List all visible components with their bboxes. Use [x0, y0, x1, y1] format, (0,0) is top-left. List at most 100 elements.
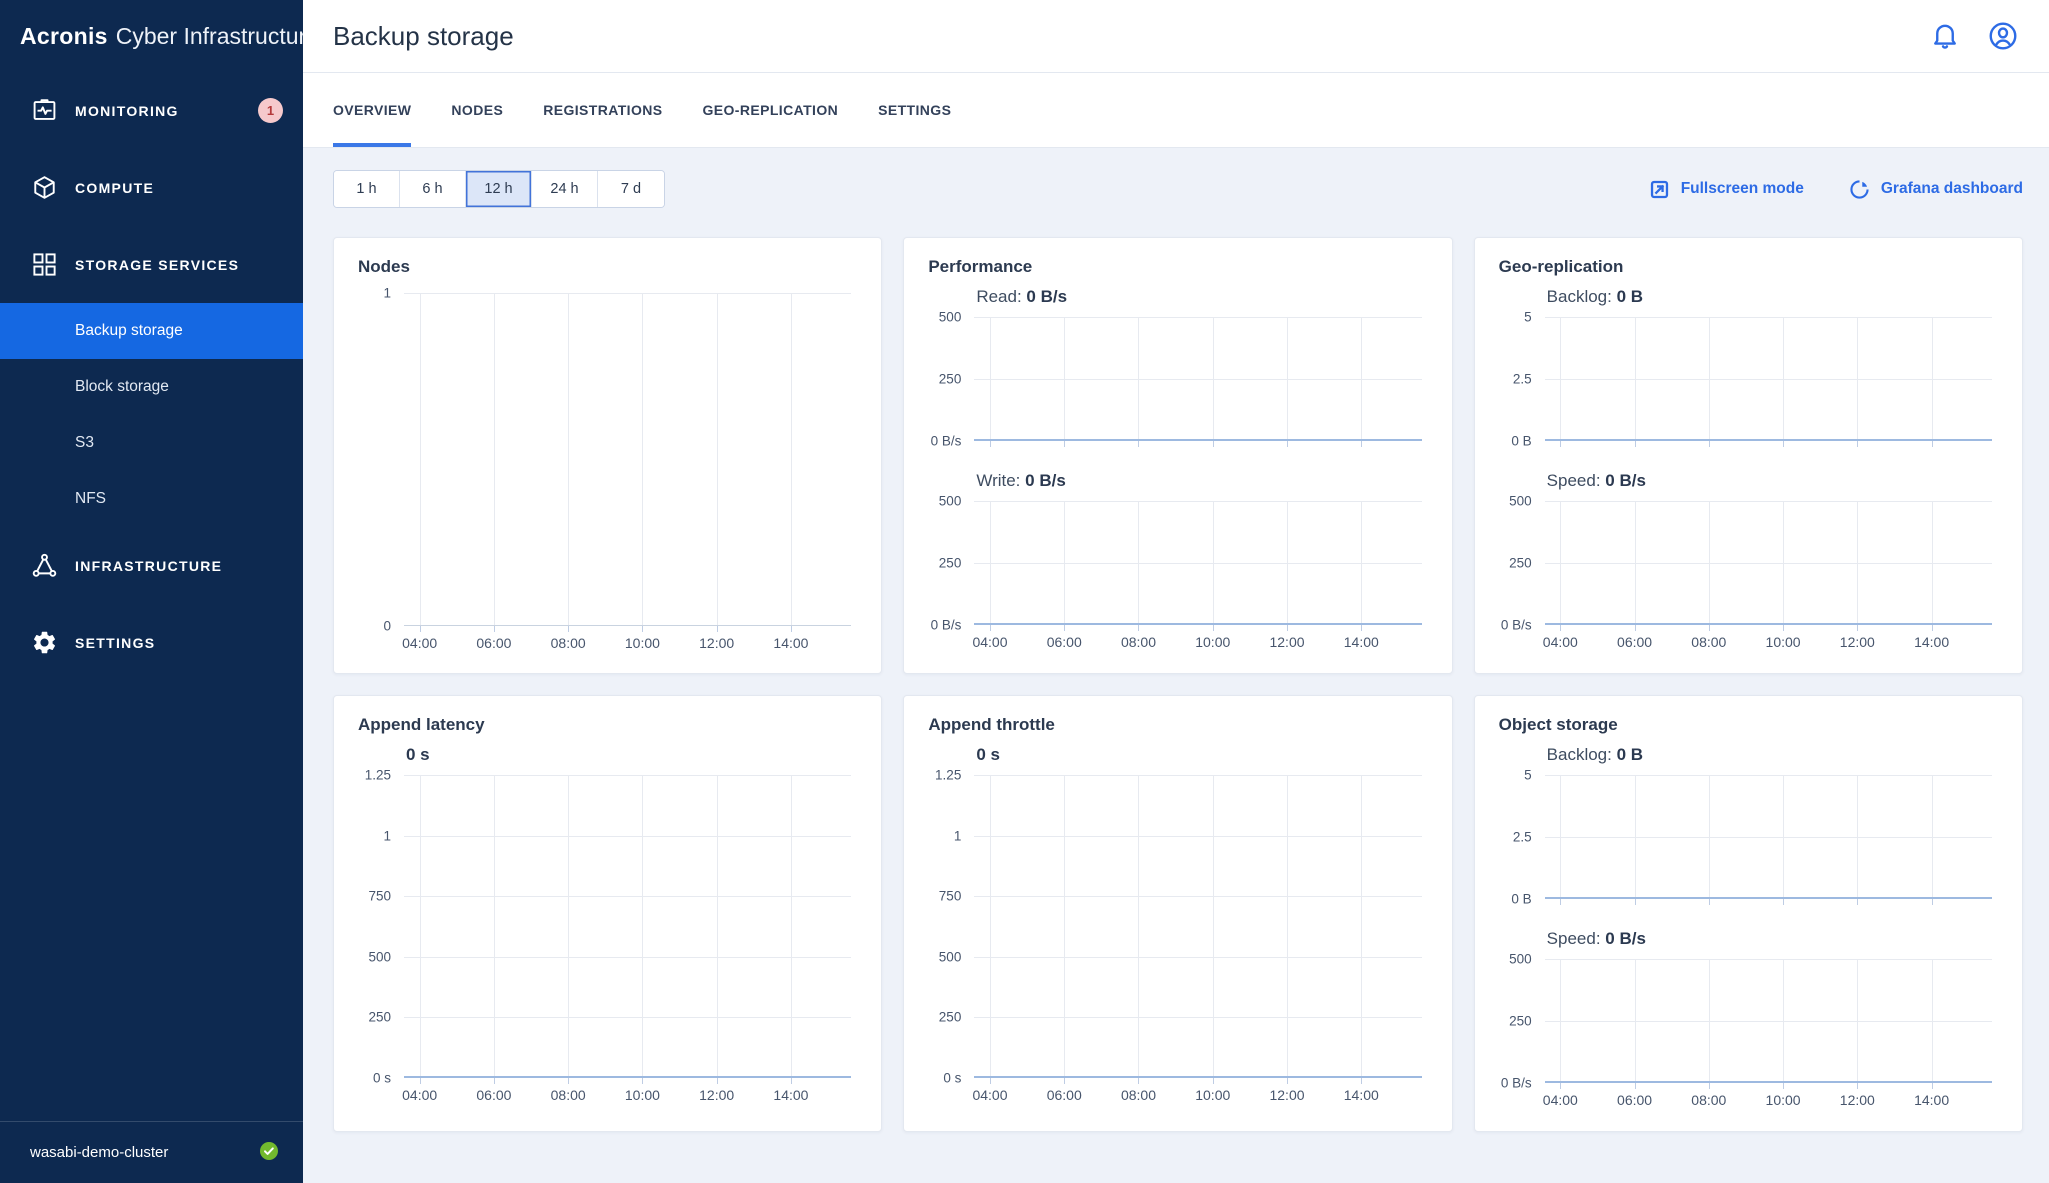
chart-header: 0 s: [406, 745, 851, 765]
sidebar-item-label: MONITORING: [75, 102, 179, 119]
chart-header: Backlog: 0 B: [1547, 287, 1992, 307]
axis-tick: [1857, 441, 1859, 447]
chart-header-label: Speed:: [1546, 929, 1606, 948]
axis-tick: [493, 626, 495, 632]
sidebar-item-backup-storage[interactable]: Backup storage: [0, 303, 303, 359]
chart-plot: 500 250 0 B/s: [931, 310, 1422, 449]
axis-tick: [419, 1078, 421, 1084]
x-axis-label: 14:00: [1343, 1087, 1379, 1103]
chart-header-value: 0 B/s: [1025, 471, 1066, 490]
card-object-storage: Object storage Backlog: 0 B 5 2.5 0 B Speed: …: [1473, 695, 2023, 1132]
cluster-footer[interactable]: wasabi-demo-cluster: [0, 1121, 303, 1183]
time-range-1-h[interactable]: 1 h: [334, 171, 400, 207]
chart-plot: 1 0 04:00 06:00 08:00 10:00 12:00 14:00: [383, 286, 852, 651]
y-axis-label: 1.25: [364, 767, 391, 783]
gridline: [974, 501, 1422, 502]
x-axis-label: 14:00: [773, 635, 809, 651]
chart-header-value: 0 B/s: [1026, 287, 1068, 306]
axis-tick: [1064, 441, 1066, 447]
y-axis-label: 0 s: [372, 1070, 391, 1086]
y-axis-label: 500: [368, 949, 391, 965]
sidebar-item-infrastructure[interactable]: INFRASTRUCTURE: [0, 527, 303, 604]
axis-tick: [1138, 1078, 1140, 1084]
tab-registrations[interactable]: REGISTRATIONS: [543, 73, 662, 147]
sidebar-item-s3[interactable]: S3: [75, 434, 94, 451]
tab-overview[interactable]: OVERVIEW: [333, 73, 412, 147]
infrastructure-icon: [30, 552, 58, 580]
sidebar-item-settings[interactable]: SETTINGS: [0, 604, 303, 681]
x-axis-label: 06:00: [476, 635, 512, 651]
x-axis-label: 04:00: [972, 634, 1008, 650]
gridline: [493, 293, 495, 626]
gridline: [1544, 379, 1992, 380]
gridline: [1544, 317, 1992, 318]
fullscreen-mode-link[interactable]: Fullscreen mode: [1648, 178, 1804, 201]
x-axis-label: 12:00: [1269, 1087, 1305, 1103]
x-axis-label: 12:00: [1839, 1092, 1875, 1108]
sidebar-item-storage-services[interactable]: STORAGE SERVICES: [0, 226, 303, 303]
time-range-6-h[interactable]: 6 h: [400, 171, 466, 207]
time-range-24-h[interactable]: 24 h: [532, 171, 598, 207]
axis-tick: [1287, 625, 1288, 631]
tab-nodes[interactable]: NODES: [451, 73, 503, 147]
axis-tick: [1708, 625, 1710, 631]
chart-speed: Speed: 0 B/s 500 250 0 B/s 04:00 06:00 08:00 10…: [1501, 471, 1992, 650]
y-axis-label: 250: [938, 555, 962, 571]
gridline: [419, 775, 421, 1078]
x-axis-label: 06:00: [1046, 1087, 1082, 1103]
gridline: [642, 775, 644, 1078]
axis-tick: [1931, 441, 1933, 447]
gridline: [790, 775, 792, 1078]
gridline: [1544, 1021, 1992, 1022]
axis-tick: [790, 626, 792, 632]
y-axis-label: 0 B: [1511, 891, 1532, 907]
sidebar-item-compute[interactable]: COMPUTE: [0, 149, 303, 226]
y-axis-label: 2.5: [1512, 371, 1532, 387]
chart-plot: 5 2.5 0 B: [1511, 768, 1992, 907]
y-axis-label: 0 s: [943, 1070, 962, 1086]
cluster-name: wasabi-demo-cluster: [30, 1144, 169, 1161]
axis-tick: [1783, 441, 1785, 447]
chart-plot: 500 250 0 B/s 04:00 06:00 08:00 10:00 12:00 14:0…: [1501, 494, 1992, 650]
sidebar-item-nfs[interactable]: NFS: [75, 490, 106, 507]
chart-read: Read: 0 B/s 500 250 0 B/s: [931, 287, 1422, 449]
grafana-dashboard-link[interactable]: Grafana dashboard: [1848, 178, 2023, 201]
axis-tick: [1212, 625, 1214, 631]
product-name: Cyber Infrastructure: [115, 22, 319, 49]
y-axis-label: 750: [938, 888, 962, 904]
x-axis-label: 04:00: [402, 1087, 438, 1103]
fullscreen-icon: [1648, 178, 1671, 201]
gridline: [568, 293, 570, 626]
y-axis-label: 0 B: [1511, 433, 1532, 449]
y-axis-label: 500: [938, 309, 962, 325]
y-axis-label: 750: [368, 888, 391, 904]
x-axis-label: 08:00: [550, 635, 586, 651]
axis-tick: [493, 1078, 495, 1084]
bell-icon[interactable]: [1930, 21, 1960, 51]
tab-settings[interactable]: SETTINGS: [878, 73, 951, 147]
check-circle-icon: [259, 1141, 279, 1165]
x-axis-label: 04:00: [402, 635, 438, 651]
time-range-12-h[interactable]: 12 h: [466, 171, 532, 207]
axis-tick: [1212, 441, 1214, 447]
app-logo: Acronis Cyber Infrastructure: [0, 0, 319, 72]
sidebar-item-monitoring[interactable]: MONITORING 1: [0, 72, 303, 149]
card-nodes: Nodes 1 0 04:00 06:00 08:00 10:00 12:00 14:00: [333, 237, 883, 674]
gridline: [1361, 775, 1363, 1078]
sidebar-item-block-storage[interactable]: Block storage: [75, 378, 169, 395]
y-axis-label: 5: [1524, 309, 1532, 325]
user-icon[interactable]: [1987, 20, 2019, 52]
y-axis-label: 0 B/s: [930, 433, 962, 449]
time-range-7-d[interactable]: 7 d: [598, 171, 664, 207]
chart-header: 0 s: [976, 745, 1421, 765]
gridline: [568, 775, 570, 1078]
chart-header-label: Backlog:: [1546, 287, 1617, 306]
tab-geo-replication[interactable]: GEO-REPLICATION: [702, 73, 838, 147]
y-axis-label: 1: [383, 828, 391, 844]
chart-header: Speed: 0 B/s: [1547, 471, 1992, 491]
x-axis-label: 10:00: [1765, 634, 1801, 650]
axis-tick: [1708, 1083, 1710, 1089]
axis-tick: [1783, 1083, 1785, 1089]
